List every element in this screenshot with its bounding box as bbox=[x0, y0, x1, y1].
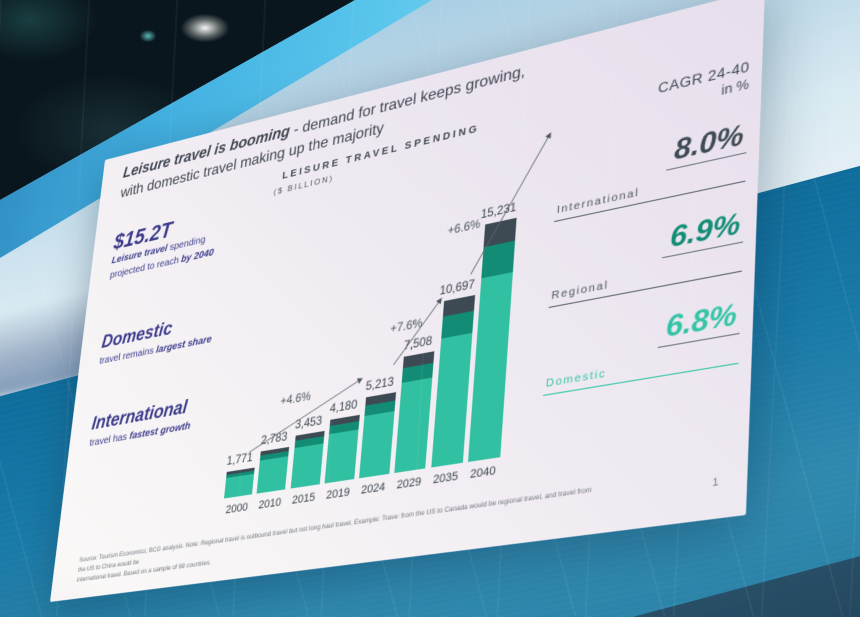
bar-2000 bbox=[224, 468, 255, 499]
stacked-bar-chart: 1,771 2000 2,783 2010 3,453 2015 4,180 2019 5,21… bbox=[219, 98, 532, 532]
bar-2024 bbox=[359, 392, 396, 478]
bar-value-label: 3,453 bbox=[294, 415, 322, 432]
cagr-segment-label: Regional bbox=[551, 278, 609, 302]
source-line2: international travel. Based on a sample … bbox=[76, 559, 211, 584]
international-block: International travel has fastest growth bbox=[89, 388, 239, 451]
bar-segment-domestic bbox=[324, 429, 358, 483]
bar-value-label: 7,508 bbox=[403, 335, 432, 353]
bar-year-label: 2035 bbox=[433, 470, 459, 487]
cagr-entry-international: 8.0% International bbox=[554, 119, 748, 222]
bar-year-label: 2019 bbox=[326, 486, 351, 502]
bar-segment-domestic bbox=[290, 443, 323, 488]
cagr-entries: 8.0% International 6.9% Regional 6.8% Domesti… bbox=[543, 119, 748, 395]
bar-segment-domestic bbox=[431, 333, 472, 468]
bar-year-label: 2024 bbox=[361, 481, 386, 497]
bar-segment-domestic bbox=[395, 377, 433, 472]
page-number: 1 bbox=[712, 476, 718, 489]
domestic-block: Domestic travel remains largest share bbox=[99, 303, 248, 369]
bar-value-label: 1,771 bbox=[226, 452, 253, 468]
bar-segment-domestic bbox=[468, 272, 513, 462]
cagr-entry-domestic: 6.8% Domestic bbox=[543, 298, 741, 395]
bar-2010 bbox=[257, 447, 290, 494]
bar-year-label: 2040 bbox=[470, 464, 496, 481]
bar-segment-domestic bbox=[257, 457, 289, 494]
bar-year-label: 2029 bbox=[396, 475, 421, 492]
bar-2040 bbox=[468, 218, 517, 462]
bar-segment-domestic bbox=[224, 474, 254, 499]
bar-2035 bbox=[431, 295, 475, 468]
cagr-segment-label: Domestic bbox=[546, 366, 607, 389]
bar-2015 bbox=[290, 431, 324, 488]
cagr-panel: CAGR 24-40 in % 8.0% International 6.9% Reg… bbox=[543, 59, 750, 396]
bar-segment-domestic bbox=[359, 411, 394, 478]
stat-block: $15.2T Leisure travel spending projected… bbox=[109, 197, 259, 283]
bar-value-label: 5,213 bbox=[365, 376, 394, 393]
bar-value-label: 4,180 bbox=[329, 398, 357, 415]
bar-2019 bbox=[324, 414, 359, 483]
bar-year-label: 2015 bbox=[291, 491, 315, 507]
bar-year-label: 2010 bbox=[258, 496, 282, 512]
bar-year-label: 2000 bbox=[225, 501, 248, 517]
bar-2029 bbox=[395, 351, 435, 473]
cagr-entry-regional: 6.9% Regional bbox=[549, 208, 745, 308]
conference-stage-photo: Leisure travel is booming - demand for t… bbox=[0, 0, 860, 617]
bar-value-label: 2,783 bbox=[260, 431, 288, 448]
